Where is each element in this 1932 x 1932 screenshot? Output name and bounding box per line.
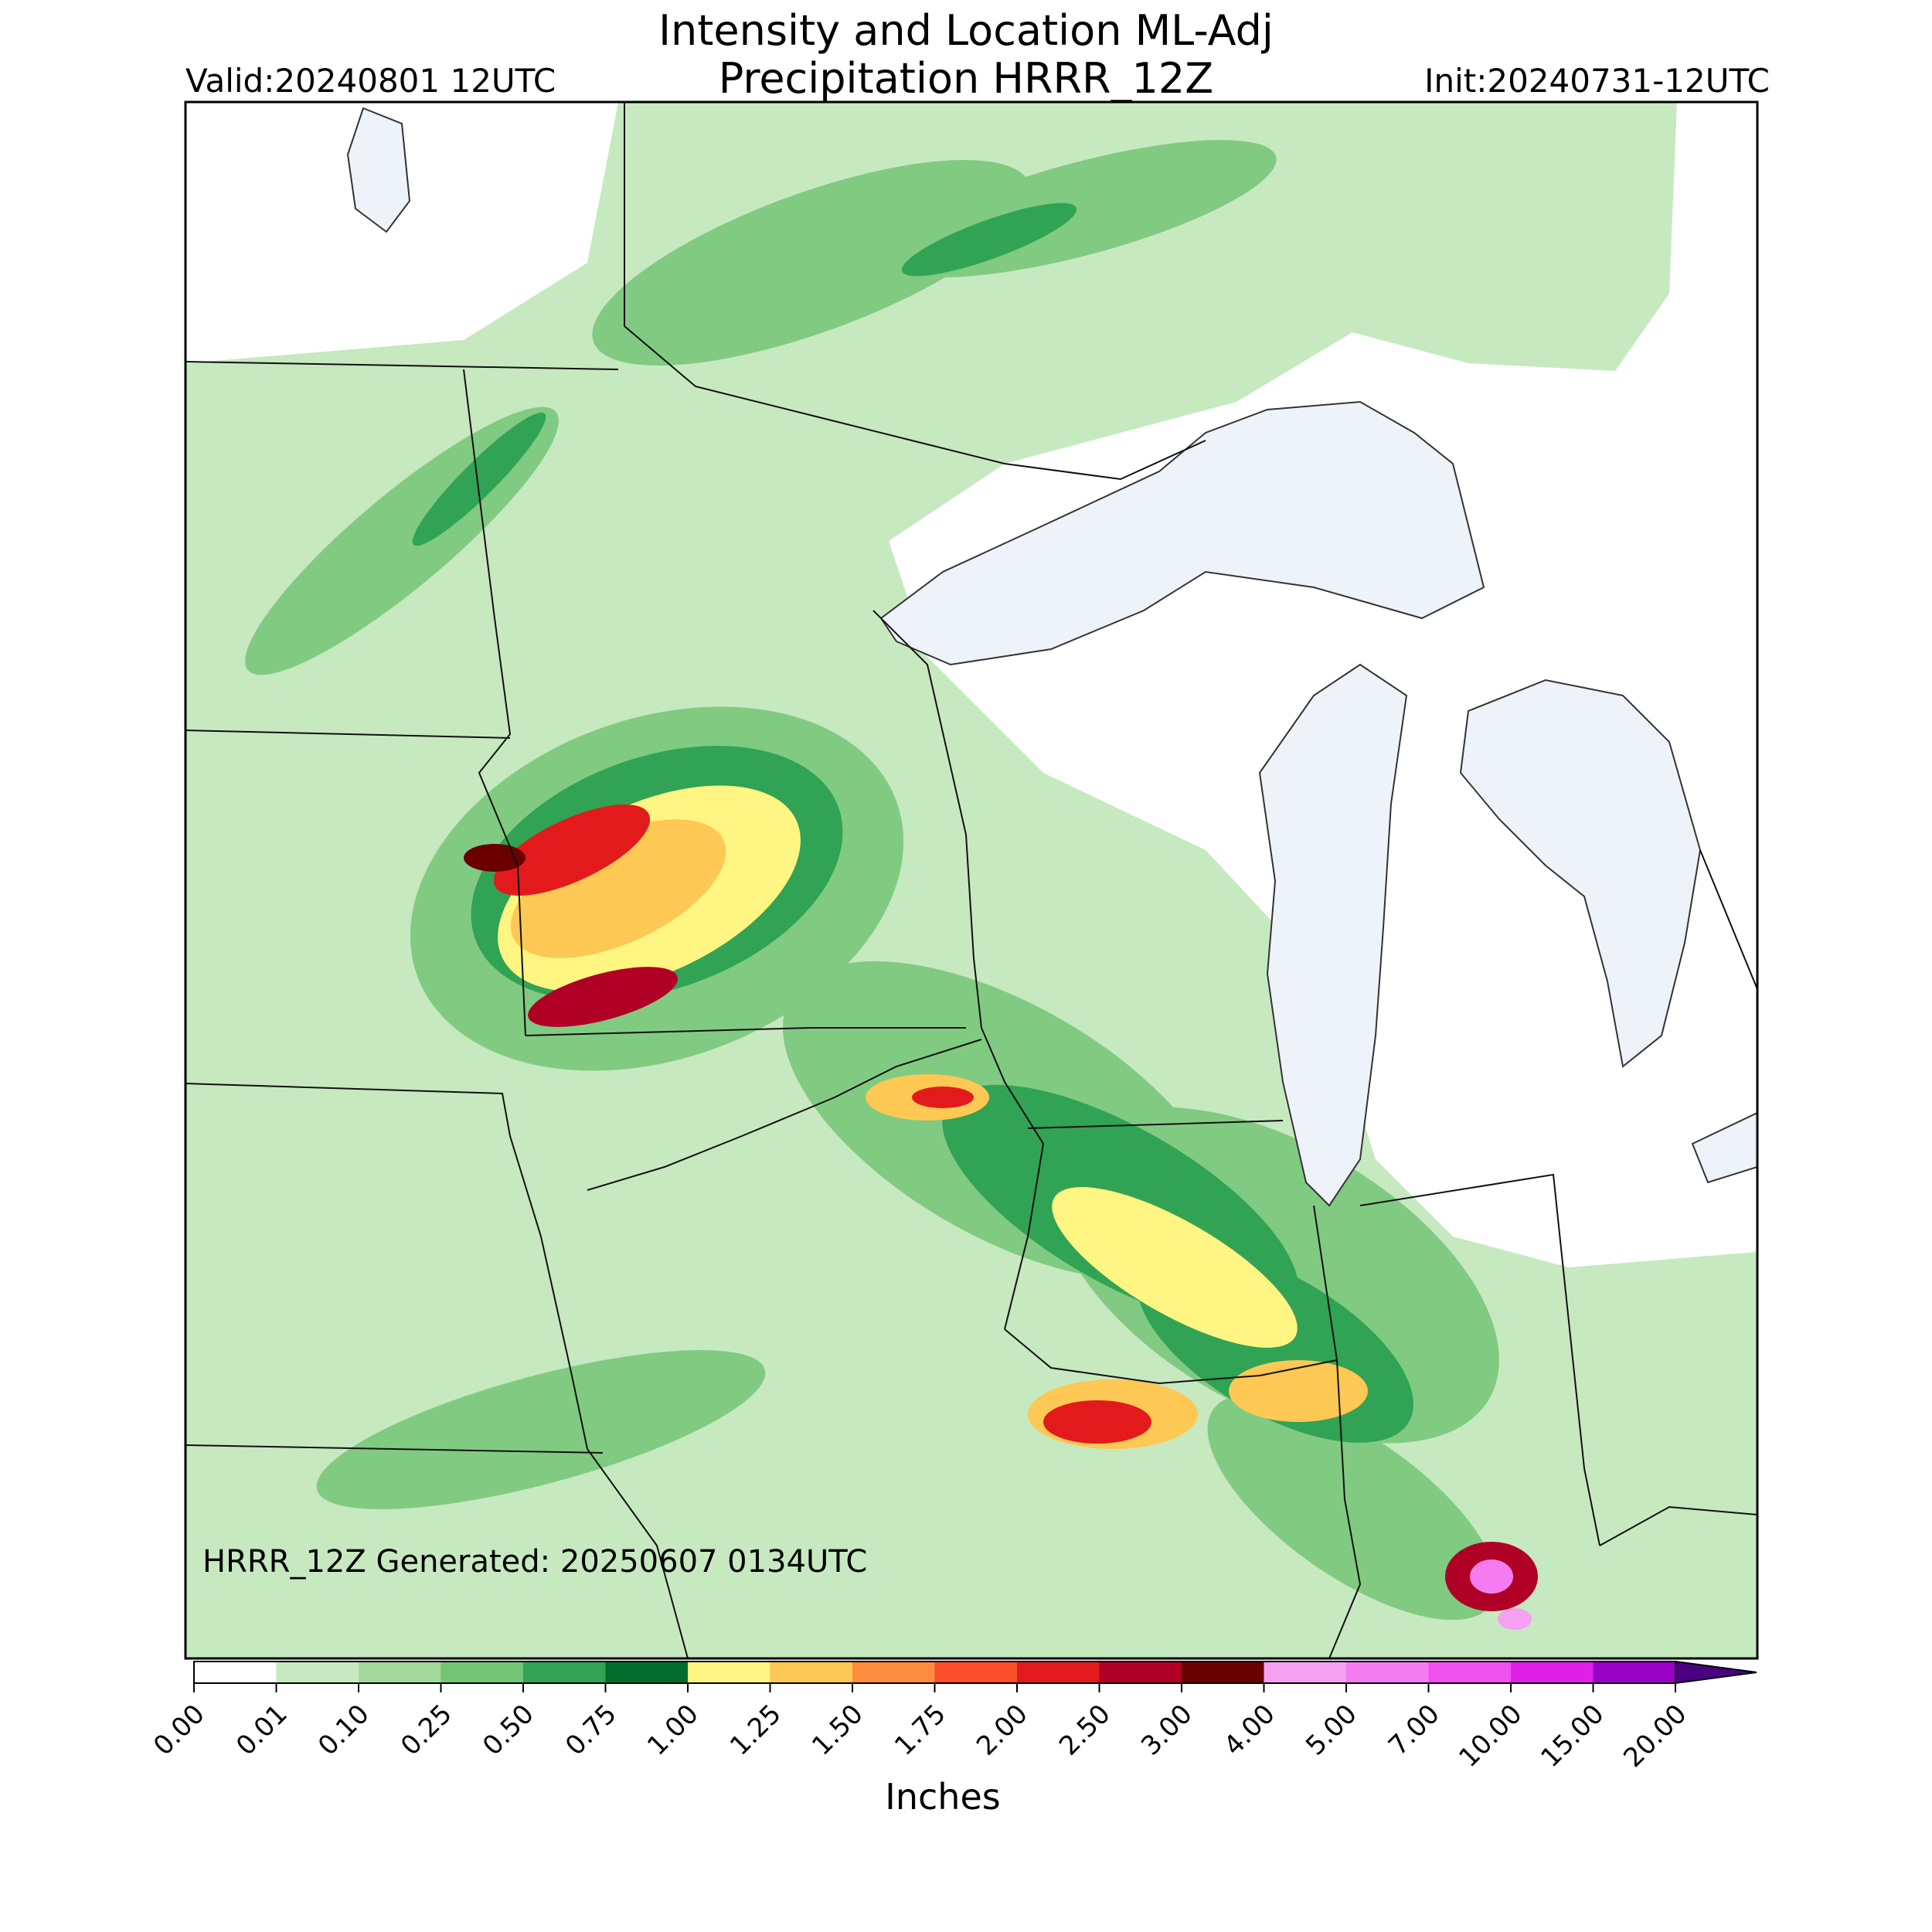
colorbar-segment (1593, 1662, 1676, 1683)
colorbar-segment (276, 1662, 359, 1683)
colorbar-segment (770, 1662, 853, 1683)
map-title-line1: Intensity and Location ML-Adj (658, 6, 1274, 55)
colorbar-segment (440, 1662, 524, 1683)
lake-erie (1691, 1111, 1757, 1184)
colorbar-segment (1428, 1662, 1512, 1683)
colorbar-segment (1511, 1662, 1594, 1683)
colorbar-segment (359, 1662, 441, 1683)
colorbar-unit-label: Inches (885, 1776, 1001, 1818)
map-title-line2: Precipitation HRRR_12Z (718, 54, 1214, 103)
valid-time-label: Valid:20240801 12UTC (185, 62, 556, 100)
colorbar-segment (605, 1662, 689, 1683)
colorbar-segment (194, 1662, 277, 1683)
colorbar-segment (523, 1662, 606, 1683)
political-borders (185, 102, 1757, 1658)
colorbar-segment (934, 1662, 1018, 1683)
colorbar-segment (1017, 1662, 1100, 1683)
colorbar-segment (1264, 1662, 1347, 1683)
colorbar-extend-arrow (1675, 1660, 1757, 1685)
precip-heavy-core-north (464, 785, 989, 1121)
lake-superior (879, 400, 1485, 666)
map-frame (184, 100, 1759, 1660)
precip-heavy-core-south (1028, 1187, 1538, 1630)
lake-winnipeg (346, 107, 411, 233)
colorbar-segment (852, 1662, 935, 1683)
colorbar-segment (1182, 1662, 1264, 1683)
colorbar-segment (1346, 1662, 1429, 1683)
colorbar-segment (688, 1662, 770, 1683)
init-time-label: Init:20240731-12UTC (1424, 62, 1770, 100)
lake-huron (1459, 679, 1702, 1068)
lake-michigan (1258, 663, 1408, 1207)
great-lakes (346, 107, 1757, 1207)
colorbar-segment (1099, 1662, 1182, 1683)
generated-timestamp: HRRR_12Z Generated: 20250607 0134UTC (202, 1544, 868, 1580)
